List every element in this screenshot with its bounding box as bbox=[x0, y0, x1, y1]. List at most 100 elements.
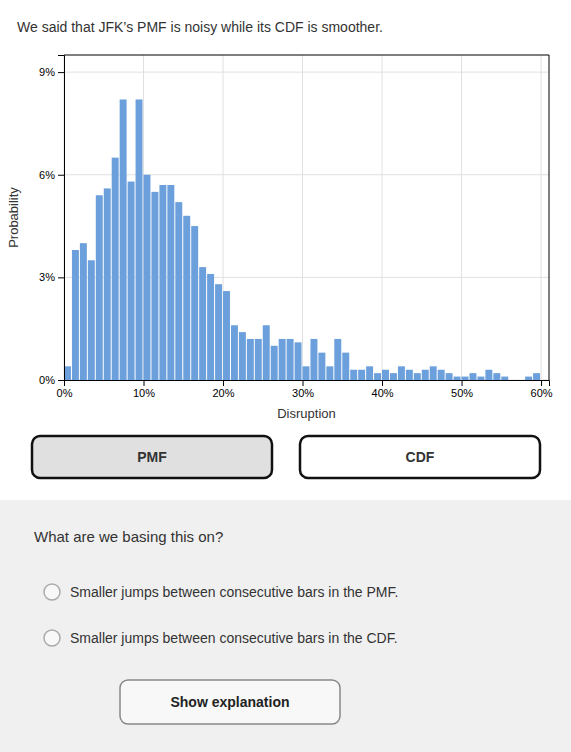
radio-button[interactable] bbox=[44, 630, 60, 646]
y-tick: 6% bbox=[39, 169, 64, 181]
x-tick-label: 60% bbox=[531, 387, 553, 399]
bar bbox=[120, 99, 127, 380]
bar bbox=[493, 373, 500, 380]
chart-title: We said that JFK’s PMF is noisy while it… bbox=[17, 19, 383, 35]
bar bbox=[517, 380, 524, 381]
bar bbox=[374, 373, 381, 380]
x-tick: 30% bbox=[292, 380, 314, 399]
x-tick-mark bbox=[382, 380, 383, 386]
bar bbox=[446, 373, 453, 380]
bar bbox=[247, 339, 254, 380]
x-axis-line bbox=[65, 381, 550, 387]
radio-button[interactable] bbox=[44, 584, 60, 600]
bar bbox=[72, 250, 79, 380]
y-tick: 0% bbox=[39, 374, 64, 386]
bar bbox=[438, 370, 445, 380]
x-tick: 20% bbox=[213, 380, 235, 399]
show-explanation-label[interactable]: Show explanation bbox=[170, 694, 289, 710]
bar bbox=[382, 370, 389, 380]
radio-option[interactable]: Smaller jumps between consecutive bars i… bbox=[44, 630, 398, 646]
radio-option[interactable]: Smaller jumps between consecutive bars i… bbox=[44, 584, 398, 600]
grid-line-y bbox=[64, 72, 549, 73]
grid-line-x bbox=[541, 55, 542, 380]
toggle-button-label[interactable]: PMF bbox=[137, 449, 167, 465]
toggle-button-box[interactable] bbox=[300, 436, 540, 478]
bar bbox=[64, 366, 71, 380]
y-tick-mark bbox=[58, 277, 64, 278]
bar bbox=[533, 373, 540, 380]
bar bbox=[80, 243, 87, 380]
bar bbox=[390, 373, 397, 380]
y-tick-label: 9% bbox=[39, 66, 55, 78]
bar bbox=[239, 332, 246, 380]
y-tick-label: 0% bbox=[39, 374, 55, 386]
y-tick-label: 6% bbox=[39, 169, 55, 181]
bar bbox=[398, 366, 405, 380]
bar bbox=[303, 366, 310, 380]
y-tick: 9% bbox=[39, 66, 64, 78]
bar bbox=[334, 339, 341, 380]
bar bbox=[231, 325, 238, 380]
bar bbox=[318, 353, 325, 380]
bar bbox=[350, 370, 357, 380]
grid-line-x bbox=[302, 55, 303, 380]
x-tick-label: 30% bbox=[292, 387, 314, 399]
bar bbox=[477, 377, 484, 380]
bar bbox=[263, 325, 270, 380]
x-tick-mark bbox=[223, 380, 224, 386]
x-tick: 50% bbox=[451, 380, 473, 399]
x-tick-label: 50% bbox=[451, 387, 473, 399]
toggle-button[interactable]: PMF bbox=[32, 436, 272, 478]
bar bbox=[191, 226, 198, 380]
show-explanation-box[interactable] bbox=[120, 680, 340, 724]
bar bbox=[358, 370, 365, 380]
bar bbox=[88, 260, 95, 380]
x-tick-label: 0% bbox=[57, 387, 73, 399]
question-text: What are we basing this on? bbox=[34, 528, 223, 545]
radio-label[interactable]: Smaller jumps between consecutive bars i… bbox=[70, 584, 398, 600]
bar bbox=[485, 370, 492, 380]
y-axis-line bbox=[58, 56, 65, 381]
bar bbox=[128, 182, 135, 380]
grid bbox=[64, 55, 549, 380]
toggle-button-label[interactable]: CDF bbox=[406, 449, 435, 465]
bar bbox=[501, 377, 508, 380]
bar bbox=[159, 185, 166, 380]
x-tick-label: 40% bbox=[372, 387, 394, 399]
bar bbox=[207, 274, 214, 380]
bar bbox=[144, 175, 151, 380]
bar bbox=[326, 366, 333, 380]
radio-label[interactable]: Smaller jumps between consecutive bars i… bbox=[70, 630, 398, 646]
bar bbox=[271, 346, 278, 380]
plot-frame-top bbox=[64, 55, 549, 56]
bar bbox=[462, 377, 469, 380]
bar bbox=[414, 373, 421, 380]
bar bbox=[96, 195, 103, 380]
x-tick-mark bbox=[541, 380, 542, 386]
bars bbox=[64, 99, 540, 380]
bar bbox=[430, 366, 437, 380]
bar bbox=[469, 373, 476, 380]
y-axis: 0%3%6%9% bbox=[39, 56, 64, 387]
bar bbox=[279, 339, 286, 380]
bar bbox=[104, 188, 111, 380]
question-section bbox=[0, 500, 571, 752]
y-tick-mark bbox=[58, 72, 64, 73]
show-explanation-button[interactable]: Show explanation bbox=[120, 680, 340, 724]
grid-line-x bbox=[382, 55, 383, 380]
x-tick-label: 20% bbox=[213, 387, 235, 399]
bar bbox=[295, 342, 302, 380]
x-tick-mark bbox=[144, 380, 145, 386]
grid-line-x bbox=[461, 55, 462, 380]
page: We said that JFK’s PMF is noisy while it… bbox=[0, 0, 571, 752]
y-axis-title: Probability bbox=[6, 187, 21, 248]
bar bbox=[287, 339, 294, 380]
toggle-button-box[interactable] bbox=[32, 436, 272, 478]
bar bbox=[422, 370, 429, 380]
bar bbox=[366, 366, 373, 380]
bar bbox=[342, 353, 349, 380]
bar bbox=[454, 377, 461, 380]
bar bbox=[406, 370, 413, 380]
toggle-button[interactable]: CDF bbox=[300, 436, 540, 478]
x-tick-label: 10% bbox=[133, 387, 155, 399]
